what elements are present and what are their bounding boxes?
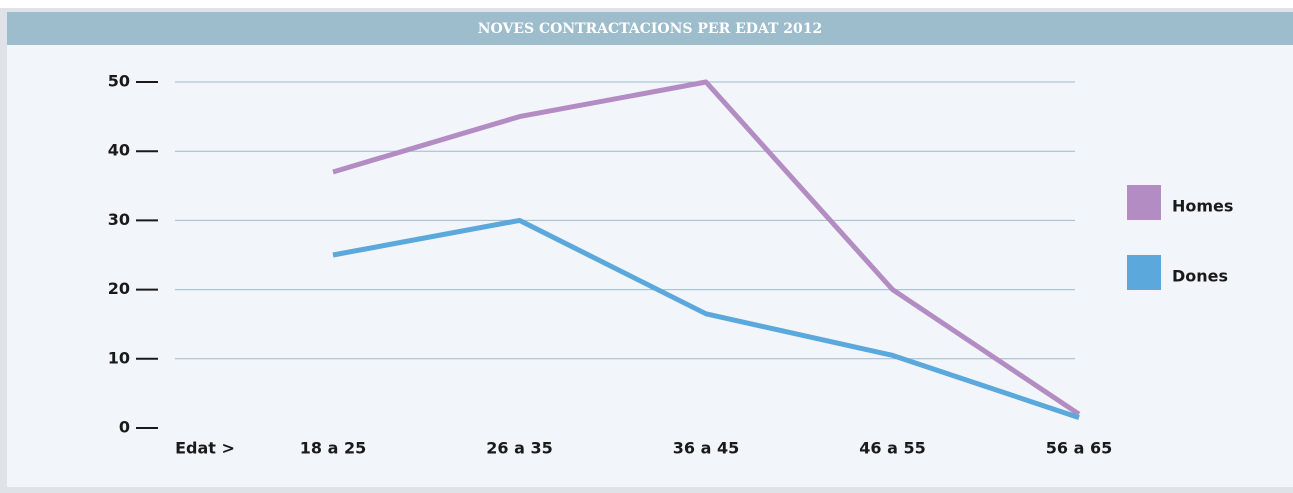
legend-swatch — [1127, 185, 1161, 220]
y-tick-label: 20 — [108, 279, 130, 298]
legend-label: Dones — [1172, 267, 1228, 286]
y-tick-label: 10 — [108, 348, 130, 367]
y-tick-label: 0 — [119, 418, 130, 437]
y-tick-label: 30 — [108, 210, 130, 229]
legend-label: Homes — [1172, 197, 1233, 216]
x-tick-label: 26 a 35 — [486, 439, 552, 458]
series-line — [332, 217, 1080, 420]
x-tick-label: 56 a 65 — [1046, 439, 1112, 458]
x-tick-label: 46 a 55 — [859, 439, 925, 458]
legend-swatch — [1127, 255, 1161, 290]
x-tick-label: 36 a 45 — [673, 439, 739, 458]
x-tick-label: 18 a 25 — [300, 439, 366, 458]
y-tick-label: 50 — [108, 72, 130, 91]
chart-title: NOVES CONTRACTACIONS PER EDAT 2012 — [478, 21, 823, 37]
y-tick-label: 40 — [108, 141, 130, 160]
x-axis-label: Edat > — [175, 439, 235, 458]
series-line — [332, 79, 1081, 417]
title-bar — [7, 12, 1293, 45]
panel — [7, 12, 1293, 487]
